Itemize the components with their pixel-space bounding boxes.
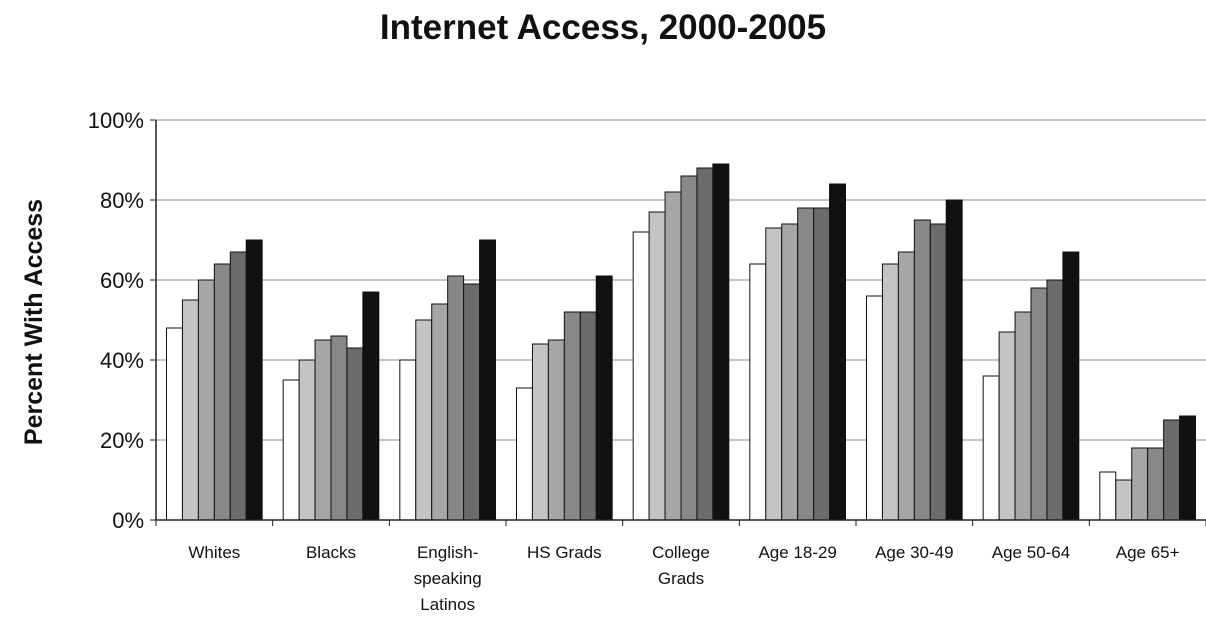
y-tick-label: 100%: [88, 108, 144, 133]
bar: [1062, 251, 1080, 521]
bar: [712, 163, 730, 521]
bar: [197, 279, 215, 521]
bar: [595, 275, 613, 521]
bar: [664, 191, 682, 521]
bar: [415, 319, 433, 521]
bar: [998, 331, 1016, 521]
chart-title: Internet Access, 2000-2005: [379, 8, 827, 47]
bar: [1147, 447, 1165, 521]
bar: [913, 219, 931, 521]
bar: [1030, 287, 1048, 521]
bar: [1099, 471, 1117, 521]
bar: [1115, 479, 1133, 521]
category-label: Age 50-64: [992, 543, 1070, 562]
category-label: Whites: [188, 543, 240, 562]
bar: [346, 347, 364, 521]
bar: [282, 379, 300, 521]
y-tick-label: 0%: [112, 508, 144, 533]
bar: [245, 239, 263, 521]
bar: [1131, 447, 1149, 521]
bar: [516, 387, 533, 521]
bar: [563, 311, 581, 521]
bar: [579, 311, 597, 521]
bar: [781, 223, 799, 521]
bar: [765, 227, 783, 521]
bar: [479, 239, 496, 521]
bar: [330, 335, 348, 521]
bar: [749, 263, 767, 521]
category-label: Latinos: [420, 595, 475, 614]
bar: [447, 275, 465, 521]
category-label: Age 65+: [1116, 543, 1180, 562]
bar: [813, 207, 831, 521]
bars: [166, 163, 1196, 521]
bar: [1163, 419, 1181, 521]
axes: [155, 120, 1206, 526]
category-label: HS Grads: [527, 543, 602, 562]
bar: [314, 339, 332, 521]
bar: [797, 207, 815, 521]
bar: [1179, 415, 1196, 521]
category-label: College: [652, 543, 710, 562]
bar: [181, 299, 199, 521]
bar: [166, 327, 183, 521]
category-label: English-: [417, 543, 478, 562]
bar: [1014, 311, 1032, 521]
bar: [298, 359, 316, 521]
bar: [463, 283, 481, 521]
bar: [229, 251, 247, 521]
y-tick-label: 20%: [100, 428, 144, 453]
bar: [945, 199, 963, 521]
bar: [547, 339, 565, 521]
bar: [431, 303, 449, 521]
bar: [696, 167, 714, 521]
bar: [897, 251, 915, 521]
category-label: Age 30-49: [875, 543, 953, 562]
bar: [680, 175, 698, 521]
bar: [929, 223, 947, 521]
category-label: Age 18-29: [758, 543, 836, 562]
y-tick-label: 60%: [100, 268, 144, 293]
bar: [399, 359, 417, 521]
y-tick-label: 80%: [100, 188, 144, 213]
bar: [982, 375, 1000, 521]
y-axis-label: Percent With Access: [20, 199, 48, 445]
category-label: Grads: [658, 569, 704, 588]
bar: [362, 291, 380, 521]
bar: [648, 211, 666, 521]
category-label: speaking: [414, 569, 482, 588]
bar: [531, 343, 549, 521]
bar: [829, 183, 846, 521]
bar: [632, 231, 650, 521]
category-labels: Whites Blacks English-speaking Latinos HS Gr…: [188, 543, 1179, 614]
bar: [866, 295, 883, 521]
bar: [881, 263, 899, 521]
bar: [213, 263, 231, 521]
y-tick-label: 40%: [100, 348, 144, 373]
category-label: Blacks: [306, 543, 356, 562]
bar: [1046, 279, 1064, 521]
y-tick-labels: 0% 20% 40% 60% 80% 100%: [88, 108, 144, 533]
